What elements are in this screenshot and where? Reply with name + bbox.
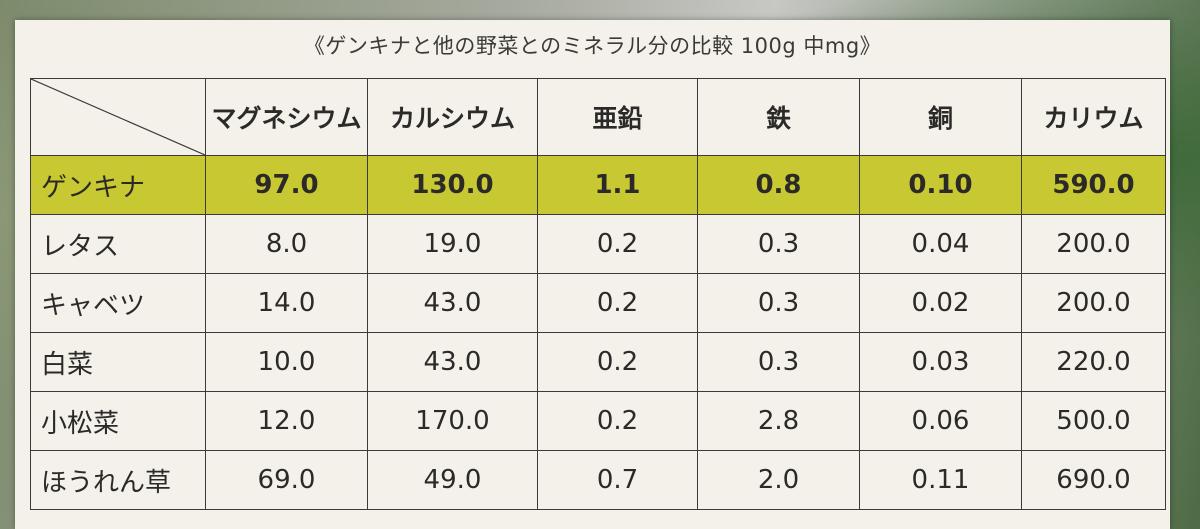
row-label: ほうれん草 (30, 450, 206, 510)
header-magnesium: マグネシウム (205, 78, 368, 156)
header-calcium: カルシウム (367, 78, 538, 156)
table-cell: 0.3 (697, 332, 860, 392)
table-cell: 200.0 (1021, 273, 1166, 333)
table-cell: 0.02 (859, 273, 1022, 333)
table-cell: 690.0 (1021, 450, 1166, 510)
table-cell: 0.7 (537, 450, 698, 510)
table-caption: 《ゲンキナと他の野菜とのミネラル分の比較 100g 中mg》 (303, 34, 882, 58)
table-cell: 1.1 (537, 155, 698, 215)
table-cell: 0.3 (697, 273, 860, 333)
table-cell: 130.0 (367, 155, 538, 215)
row-label: ゲンキナ (30, 155, 206, 215)
row-label: レタス (30, 214, 206, 274)
header-row: マグネシウム カルシウム 亜鉛 鉄 銅 カリウム (30, 78, 1166, 156)
table-cell: 0.2 (537, 391, 698, 451)
row-label: 小松菜 (30, 391, 206, 451)
mineral-comparison-card: 《ゲンキナと他の野菜とのミネラル分の比較 100g 中mg》 マグネシウム カル… (15, 20, 1170, 529)
table-cell: 170.0 (367, 391, 538, 451)
table-row: ほうれん草 69.0 49.0 0.7 2.0 0.11 690.0 (30, 450, 1166, 510)
table-cell: 0.06 (859, 391, 1022, 451)
table-cell: 590.0 (1021, 155, 1166, 215)
table-row-highlighted: ゲンキナ 97.0 130.0 1.1 0.8 0.10 590.0 (30, 155, 1166, 215)
table-cell: 0.3 (697, 214, 860, 274)
table-cell: 0.03 (859, 332, 1022, 392)
table-cell: 14.0 (205, 273, 368, 333)
table-cell: 8.0 (205, 214, 368, 274)
corner-cell (30, 78, 206, 156)
table-cell: 97.0 (205, 155, 368, 215)
row-label: キャベツ (30, 273, 206, 333)
table-cell: 2.8 (697, 391, 860, 451)
table-row: レタス 8.0 19.0 0.2 0.3 0.04 200.0 (30, 214, 1166, 274)
table-cell: 200.0 (1021, 214, 1166, 274)
header-potassium: カリウム (1021, 78, 1166, 156)
table-cell: 0.11 (859, 450, 1022, 510)
mineral-comparison-table: マグネシウム カルシウム 亜鉛 鉄 銅 カリウム ゲンキナ 97.0 130.0… (30, 78, 1166, 510)
table-cell: 0.10 (859, 155, 1022, 215)
table-cell: 0.8 (697, 155, 860, 215)
table-cell: 69.0 (205, 450, 368, 510)
table-cell: 0.2 (537, 332, 698, 392)
table-cell: 43.0 (367, 332, 538, 392)
table-cell: 500.0 (1021, 391, 1166, 451)
table-row: キャベツ 14.0 43.0 0.2 0.3 0.02 200.0 (30, 273, 1166, 333)
table-cell: 49.0 (367, 450, 538, 510)
header-zinc: 亜鉛 (537, 78, 698, 156)
table-cell: 19.0 (367, 214, 538, 274)
table-row: 小松菜 12.0 170.0 0.2 2.8 0.06 500.0 (30, 391, 1166, 451)
header-iron: 鉄 (697, 78, 860, 156)
table-cell: 0.2 (537, 214, 698, 274)
table-cell: 0.2 (537, 273, 698, 333)
table-cell: 0.04 (859, 214, 1022, 274)
table-row: 白菜 10.0 43.0 0.2 0.3 0.03 220.0 (30, 332, 1166, 392)
table-cell: 12.0 (205, 391, 368, 451)
table-cell: 43.0 (367, 273, 538, 333)
table-cell: 2.0 (697, 450, 860, 510)
diagonal-divider (31, 79, 205, 155)
row-label: 白菜 (30, 332, 206, 392)
table-cell: 10.0 (205, 332, 368, 392)
table-cell: 220.0 (1021, 332, 1166, 392)
header-copper: 銅 (859, 78, 1022, 156)
